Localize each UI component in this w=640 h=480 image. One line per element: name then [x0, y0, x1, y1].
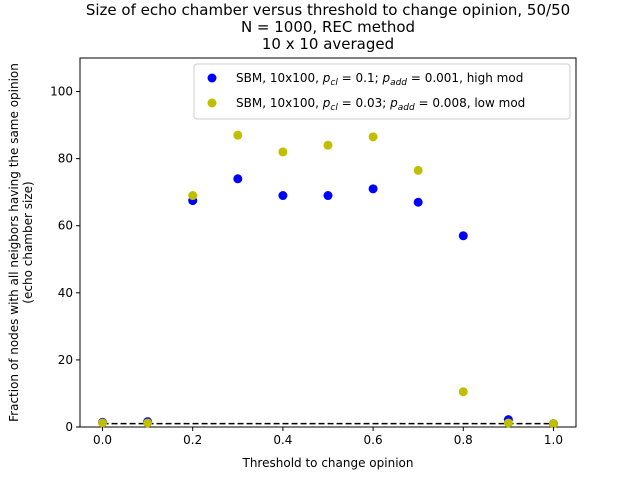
series-1-point [548, 419, 558, 429]
series-1-point [98, 418, 108, 428]
legend-box [193, 63, 571, 120]
y-axis-label: Fraction of nodes with all neigbors havi… [7, 63, 35, 422]
series-0-point [233, 174, 243, 184]
y-tick-label: 0 [65, 420, 73, 434]
x-axis-ticks: 0.0 0.2 0.4 0.6 0.8 1.0 [93, 427, 563, 447]
legend: SBM, 10x100, pcl = 0.1; padd = 0.001, hi… [193, 63, 571, 120]
title-line-0: Size of echo chamber versus threshold to… [86, 1, 570, 19]
x-tick-label: 0.6 [364, 433, 383, 447]
y-tick-label: 20 [58, 353, 73, 367]
plot-area [79, 57, 577, 428]
x-axis-label: Threshold to change opinion [242, 456, 414, 470]
series-0-point [458, 231, 468, 241]
y-axis-ticks: 0 20 40 60 80 100 [50, 85, 80, 434]
series-1-point [323, 140, 333, 150]
series-1-point [278, 147, 288, 157]
series-0-point [368, 184, 378, 194]
x-tick-label: 0.4 [273, 433, 292, 447]
y-tick-label: 100 [50, 85, 73, 99]
series-1-point [233, 130, 243, 140]
legend-label-0: SBM, 10x100, pcl = 0.1; padd = 0.001, hi… [236, 71, 523, 88]
y-tick-label: 40 [58, 286, 73, 300]
data-points [98, 130, 558, 429]
title-line-1: N = 1000, REC method [241, 18, 415, 36]
x-tick-label: 1.0 [544, 433, 563, 447]
y-axis-label-line-0: Fraction of nodes with all neigbors havi… [7, 63, 21, 422]
y-axis-label-line-1: (echo chamber size) [21, 181, 35, 303]
y-tick-label: 80 [58, 152, 73, 166]
series-0-point [413, 197, 423, 207]
title-line-2: 10 x 10 averaged [262, 35, 394, 53]
series-0-point [278, 191, 288, 201]
legend-marker-1 [207, 98, 217, 108]
series-1-point [368, 132, 378, 142]
series-1-point [503, 418, 513, 428]
legend-label-1: SBM, 10x100, pcl = 0.03; padd = 0.008, l… [236, 96, 525, 113]
series-1-point [413, 165, 423, 175]
chart-title: Size of echo chamber versus threshold to… [86, 1, 570, 53]
legend-marker-0 [207, 73, 217, 83]
x-tick-label: 0.2 [183, 433, 202, 447]
series-1-point [143, 418, 153, 428]
y-tick-label: 60 [58, 219, 73, 233]
series-1-point [188, 191, 198, 201]
series-0-point [323, 191, 333, 201]
series-1-point [458, 387, 468, 397]
x-tick-label: 0.8 [454, 433, 473, 447]
x-tick-label: 0.0 [93, 433, 112, 447]
